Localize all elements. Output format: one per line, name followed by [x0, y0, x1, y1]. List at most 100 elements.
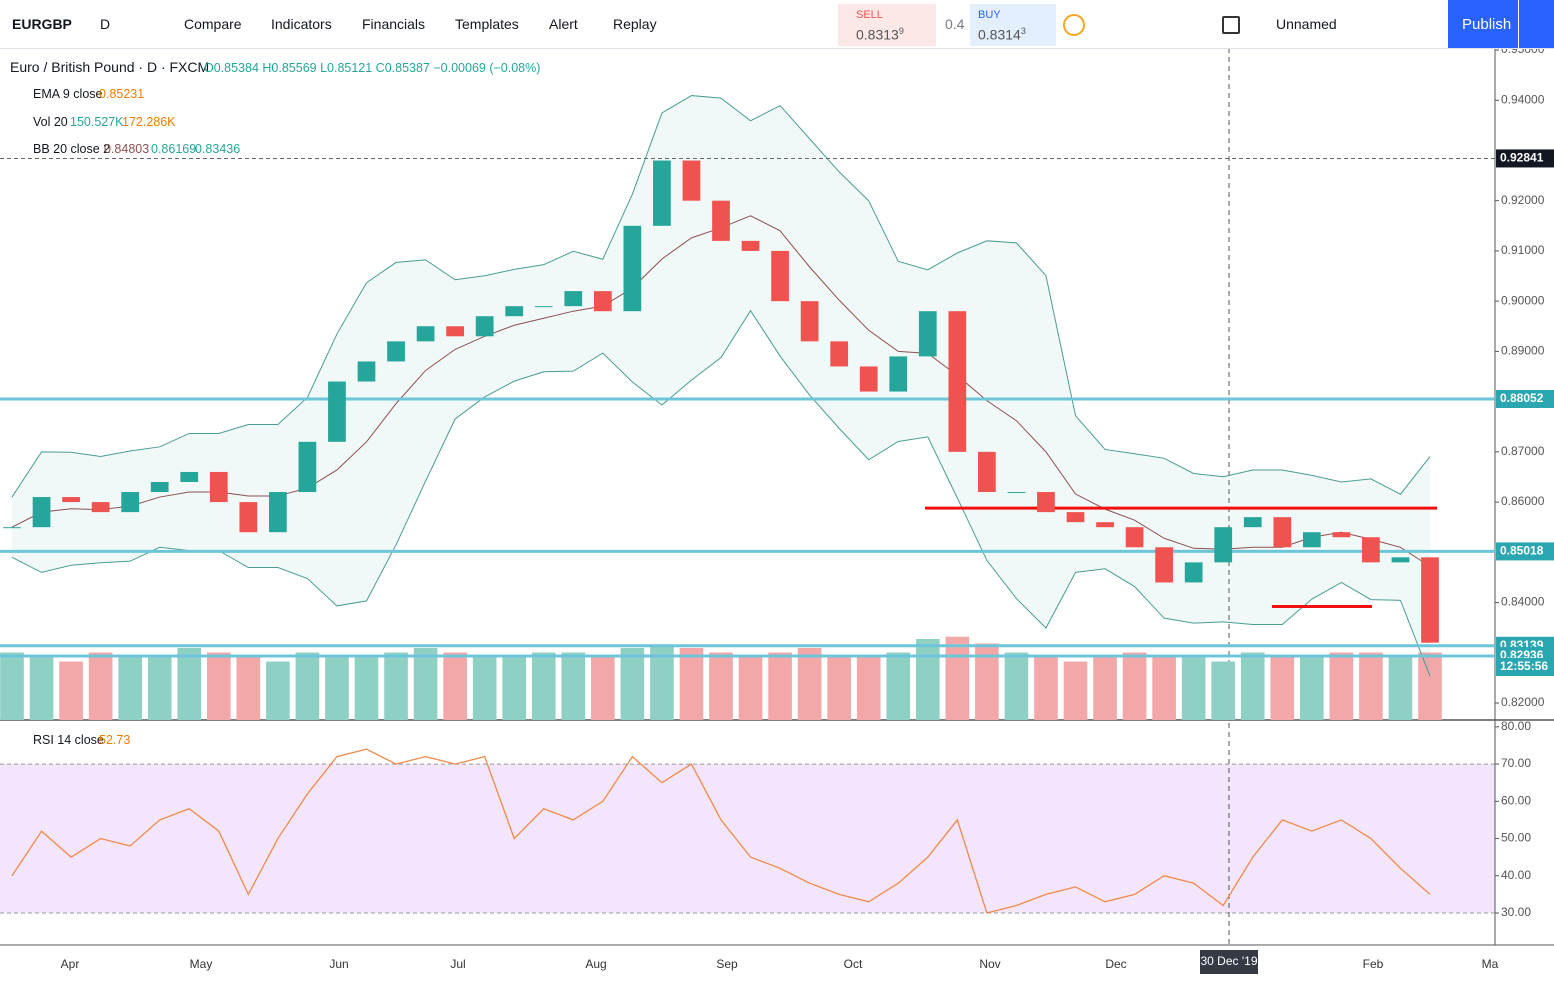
volume-bar — [975, 643, 999, 720]
sell-button[interactable]: SELL 0.83139 — [838, 4, 936, 46]
candle — [3, 527, 21, 529]
candle — [800, 301, 819, 342]
y-tick-label: 0.90000 — [1501, 293, 1545, 307]
candle — [771, 250, 789, 302]
templates[interactable]: Templates — [455, 16, 519, 32]
candle — [978, 451, 996, 493]
volume-bar — [1181, 657, 1206, 720]
volume-bar — [650, 645, 674, 720]
x-tick-label: Ma — [1482, 957, 1499, 971]
crosshair-tag — [1200, 950, 1258, 974]
volume-bar — [206, 652, 231, 720]
rsi-tick-label: 80.00 — [1501, 719, 1531, 733]
volume-bar — [1270, 654, 1295, 720]
indicators[interactable]: Indicators — [271, 16, 332, 32]
candle — [150, 481, 169, 493]
x-tick-label: Nov — [979, 957, 1000, 971]
volume-bar — [1122, 652, 1147, 720]
x-tick-label: Jul — [450, 957, 465, 971]
volume-bar — [856, 657, 881, 720]
candle — [91, 502, 110, 513]
candle — [741, 240, 760, 251]
candle — [712, 200, 730, 241]
alert[interactable]: Alert — [549, 16, 578, 32]
symbol[interactable]: EURGBP — [12, 16, 72, 32]
y-tick-label: 0.87000 — [1501, 444, 1545, 458]
candle — [1391, 557, 1410, 563]
volume-bar — [1034, 657, 1058, 720]
toolbar: EURGBP D Compare Indicators Financials T… — [0, 0, 1554, 49]
compare[interactable]: Compare — [184, 16, 242, 32]
buy-button[interactable]: BUY 0.83143 — [970, 4, 1056, 46]
rsi-tick-label: 60.00 — [1501, 793, 1531, 807]
candle — [475, 316, 494, 337]
volume-bar — [295, 652, 320, 720]
financials[interactable]: Financials — [362, 16, 426, 32]
volume-bar — [709, 652, 733, 720]
layout-icon[interactable] — [1222, 16, 1240, 34]
candle — [1155, 547, 1173, 583]
candle — [239, 502, 258, 533]
volume-bar — [738, 657, 763, 720]
candle — [446, 326, 464, 337]
bollinger-upper — [11, 95, 1431, 498]
price-tag — [1496, 542, 1554, 561]
sup: 3 — [1020, 26, 1026, 36]
volume-bar — [384, 652, 408, 720]
vol-name: Vol 20 — [33, 115, 68, 129]
price: 0.8313 — [856, 26, 899, 43]
candle — [1125, 527, 1144, 548]
buy-price: 0.83143 — [978, 26, 1026, 43]
candle — [830, 341, 849, 367]
volume-bar — [1063, 661, 1088, 720]
countdown: 12:55:56 — [1500, 659, 1548, 673]
candle — [623, 225, 642, 312]
volume-bar — [325, 654, 349, 720]
candle — [653, 160, 671, 226]
rsi-tick-label: 50.00 — [1501, 831, 1531, 845]
info-icon[interactable] — [1063, 14, 1085, 36]
bollinger-band — [12, 95, 1430, 677]
interval[interactable]: D — [100, 16, 111, 32]
candle — [1007, 492, 1026, 494]
candle — [1362, 537, 1380, 563]
candle — [593, 291, 612, 312]
spread: 0.4 — [945, 16, 965, 32]
rsi-value: 52.73 — [99, 733, 131, 747]
candle — [889, 356, 908, 392]
countdown-tag — [1496, 658, 1554, 676]
crosshair-label: 30 Dec '19 — [1201, 954, 1258, 968]
volume-bar — [413, 648, 438, 720]
volume-bar — [1388, 654, 1413, 720]
volume-bar — [797, 648, 822, 720]
sell-label: SELL — [856, 9, 883, 21]
volume-bar — [886, 652, 911, 720]
x-tick-label: May — [190, 957, 213, 971]
publish-label: Publish — [1462, 16, 1512, 33]
replay[interactable]: Replay — [613, 16, 657, 32]
vol-ma-value: 172.286K — [122, 115, 176, 129]
volume-bar — [88, 652, 113, 720]
volume-bar — [502, 657, 527, 720]
candle — [564, 291, 583, 307]
candle — [1332, 532, 1351, 538]
volume-bar — [561, 652, 586, 720]
volume-bar — [118, 654, 142, 720]
legend-ohlc: O0.85384 H0.85569 L0.85121 C0.85387 −0.0… — [204, 61, 541, 75]
bollinger-lower — [11, 309, 1431, 677]
rsi-line — [11, 748, 1431, 914]
candle — [1421, 557, 1439, 643]
candle — [1066, 512, 1085, 523]
publish-button[interactable]: Publish — [1448, 0, 1518, 48]
price-tag-label: 0.92841 — [1500, 151, 1544, 165]
layout-name[interactable]: Unnamed — [1276, 16, 1337, 32]
candle — [62, 497, 80, 503]
candle — [180, 471, 199, 482]
vol-value: 150.527K — [70, 115, 124, 129]
candle — [1184, 562, 1203, 583]
volume-bar — [1359, 652, 1383, 720]
candle — [682, 160, 701, 201]
stream-button[interactable] — [1518, 0, 1554, 48]
x-tick-label: Jun — [329, 957, 348, 971]
